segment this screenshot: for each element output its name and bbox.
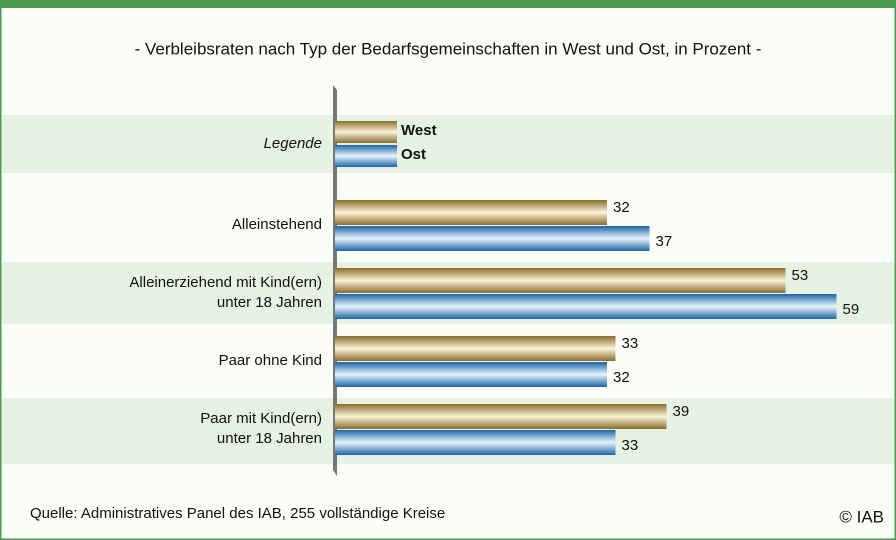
legend-label: Ost <box>401 146 426 163</box>
legend-swatch <box>335 145 397 167</box>
bar <box>335 294 837 319</box>
bar <box>335 362 607 387</box>
legend-title: Legende <box>264 135 322 152</box>
value-label: 59 <box>843 301 860 318</box>
value-label: 33 <box>622 335 639 352</box>
value-label: 39 <box>673 403 690 420</box>
value-label: 33 <box>622 437 639 454</box>
source: Quelle: Administratives Panel des IAB, 2… <box>30 505 445 522</box>
value-label: 32 <box>613 199 630 216</box>
category-label: Alleinstehend <box>232 216 322 233</box>
bar <box>335 336 616 361</box>
category-label: Paar ohne Kind <box>219 352 322 369</box>
legend-swatch <box>335 121 397 143</box>
bar <box>335 404 667 429</box>
bar <box>335 430 616 455</box>
subtitle: - Verbleibsraten nach Typ der Bedarfsgem… <box>135 39 762 58</box>
bar <box>335 200 607 225</box>
copyright: © IAB <box>839 507 884 526</box>
bar <box>335 268 786 293</box>
bar <box>335 226 650 251</box>
header-band <box>0 0 896 8</box>
category-label: unter 18 Jahren <box>217 430 322 447</box>
category-label: Paar mit Kind(ern) <box>200 410 322 427</box>
legend-label: West <box>401 122 437 139</box>
value-label: 53 <box>792 267 809 284</box>
row-band <box>2 115 894 173</box>
category-label: Alleinerziehend mit Kind(ern) <box>129 274 322 291</box>
value-label: 32 <box>613 369 630 386</box>
category-label: unter 18 Jahren <box>217 294 322 311</box>
value-label: 37 <box>656 233 673 250</box>
